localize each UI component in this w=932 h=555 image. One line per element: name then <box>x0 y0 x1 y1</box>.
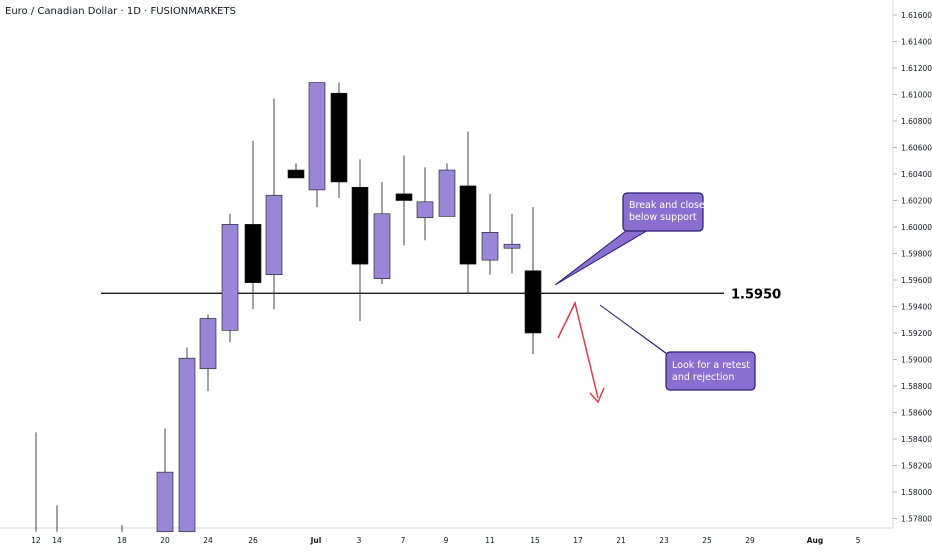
candle-body[interactable] <box>503 243 521 249</box>
y-tick-label: 1.60600 <box>901 144 932 153</box>
x-tick-label: 14 <box>52 536 62 545</box>
y-tick-label: 1.60200 <box>901 197 932 206</box>
candle-body[interactable] <box>438 169 456 217</box>
y-tick-label: 1.61000 <box>901 91 932 100</box>
y-tick-label: 1.61200 <box>901 64 932 73</box>
candle-body[interactable] <box>395 193 413 201</box>
x-tick-label: 12 <box>31 536 41 545</box>
candle-body[interactable] <box>481 232 499 261</box>
y-tick-label: 1.61600 <box>901 11 932 20</box>
candle-body[interactable] <box>178 357 196 533</box>
x-tick-label: 26 <box>248 536 258 545</box>
y-tick-label: 1.59000 <box>901 356 932 365</box>
x-tick-label: 15 <box>530 536 540 545</box>
x-tick-label: Aug <box>807 536 824 545</box>
x-tick-label: 17 <box>573 536 583 545</box>
y-tick-label: 1.60400 <box>901 170 932 179</box>
x-tick-label: 11 <box>485 536 495 545</box>
y-tick-label: 1.59600 <box>901 276 932 285</box>
support-label: 1.5950 <box>731 287 781 302</box>
break-callout-text: below support <box>629 212 697 223</box>
retest-callout-text: and rejection <box>672 372 734 383</box>
candle-body[interactable] <box>524 270 542 334</box>
candle-body[interactable] <box>308 82 326 191</box>
candle-body[interactable] <box>351 186 369 265</box>
x-tick-label: 24 <box>203 536 213 545</box>
y-tick-label: 1.60800 <box>901 117 932 126</box>
y-tick-label: 1.58400 <box>901 435 932 444</box>
x-tick-label: 25 <box>702 536 712 545</box>
break-callout-pointer <box>554 226 652 286</box>
candle-body[interactable] <box>287 169 305 179</box>
x-tick-label: 7 <box>401 536 406 545</box>
projection-arrow[interactable] <box>557 300 599 399</box>
y-tick-label: 1.59200 <box>901 329 932 338</box>
y-tick-label: 1.58000 <box>901 488 932 497</box>
y-tick-label: 1.58600 <box>901 409 932 418</box>
y-tick-label: 1.60000 <box>901 223 932 232</box>
candle-body[interactable] <box>416 201 434 219</box>
x-tick-label: 9 <box>444 536 449 545</box>
candle-body[interactable] <box>459 185 477 265</box>
x-tick-label: Jul <box>310 536 322 545</box>
x-tick-label: 23 <box>659 536 669 545</box>
x-tick-label: 20 <box>160 536 170 545</box>
candle-body[interactable] <box>330 92 348 183</box>
retest-callout-box[interactable] <box>665 351 756 391</box>
y-tick-label: 1.61400 <box>901 38 932 47</box>
x-tick-label: 29 <box>745 536 755 545</box>
candle-body[interactable] <box>199 318 217 370</box>
candle-body[interactable] <box>221 224 239 331</box>
chart-title: Euro / Canadian Dollar · 1D · FUSIONMARK… <box>5 6 236 17</box>
retest-callout-pointer <box>599 304 676 361</box>
candle-body[interactable] <box>156 471 174 533</box>
x-tick-label: 18 <box>117 536 127 545</box>
x-tick-label: 5 <box>856 536 861 545</box>
retest-callout-text: Look for a retest <box>672 360 750 371</box>
y-tick-label: 1.59800 <box>901 250 932 259</box>
candle-body[interactable] <box>373 213 391 279</box>
candle-body[interactable] <box>265 194 283 275</box>
break-callout-box[interactable] <box>622 192 704 232</box>
x-tick-label: 21 <box>616 536 626 545</box>
candle-body[interactable] <box>244 224 262 283</box>
x-tick-label: 3 <box>357 536 362 545</box>
y-tick-label: 1.58200 <box>901 462 932 471</box>
y-tick-label: 1.58800 <box>901 382 932 391</box>
projection-arrow-head <box>589 387 605 404</box>
break-callout-text: Break and close <box>629 200 705 211</box>
y-tick-label: 1.57800 <box>901 515 932 524</box>
y-tick-label: 1.59400 <box>901 303 932 312</box>
